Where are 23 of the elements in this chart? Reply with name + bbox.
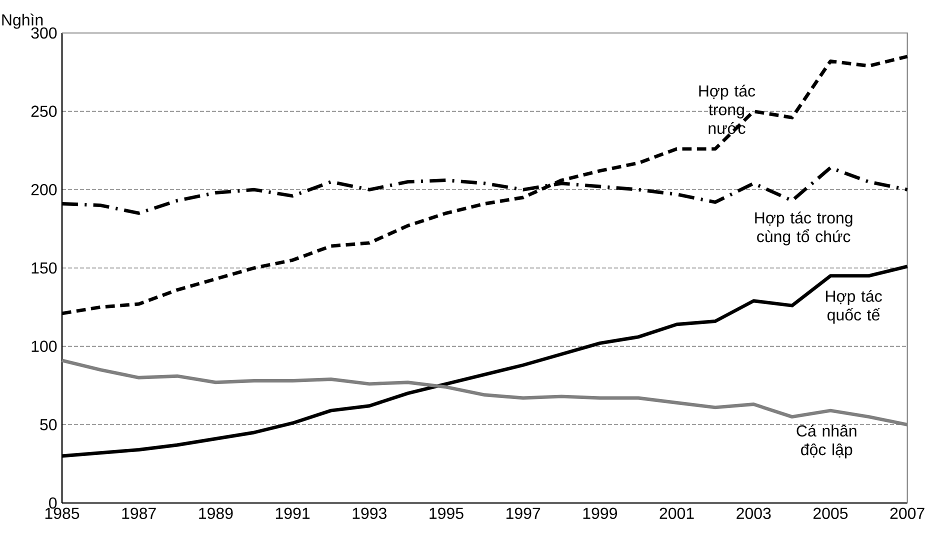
y-tick-label: 250 — [31, 106, 57, 117]
x-tick-label: 1995 — [430, 508, 464, 520]
x-tick-label: 2003 — [736, 508, 771, 520]
x-tick-label: 2005 — [813, 508, 848, 520]
series-label: Hợp tác quốc tế — [826, 290, 882, 324]
x-tick-label: 2001 — [660, 508, 694, 520]
x-tick-label: 1997 — [506, 508, 540, 520]
x-tick-label: 1993 — [352, 508, 386, 520]
y-tick-label: 50 — [40, 418, 57, 430]
x-tick-label: 1987 — [122, 508, 156, 520]
series-label: Hợp tác trong cùng tổ chức — [755, 212, 852, 246]
y-tick-label: 100 — [32, 340, 57, 352]
x-tick-label: 1985 — [45, 508, 80, 520]
y-axis-title: Nghìn — [2, 14, 43, 29]
x-tick-label: 2007 — [890, 508, 924, 520]
x-tick-label: 1991 — [276, 508, 310, 520]
x-tick-label: 1989 — [199, 508, 233, 520]
x-tick-label: 1999 — [583, 508, 617, 520]
y-tick-label: 200 — [31, 184, 57, 196]
series-label: Cá nhân độc lập — [796, 424, 856, 458]
y-tick-label: 0 — [49, 497, 57, 509]
y-tick-label: 300 — [31, 27, 57, 39]
y-tick-label: 150 — [32, 262, 57, 274]
